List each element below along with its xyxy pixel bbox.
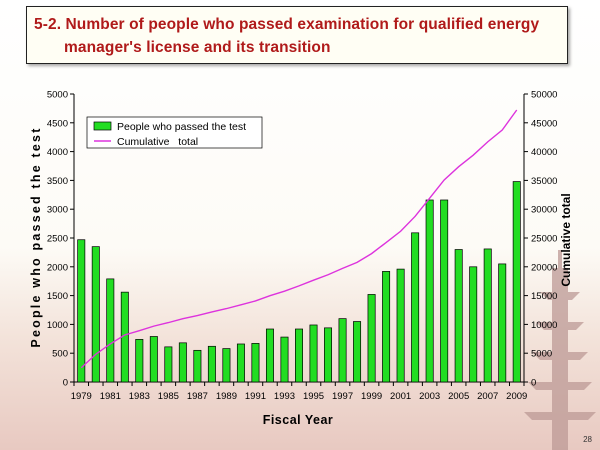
x-tick-label: 1993 bbox=[274, 391, 295, 402]
y-tick-label: 0 bbox=[63, 378, 68, 389]
legend: People who passed the test Cumulative to… bbox=[86, 116, 263, 149]
bar-series bbox=[77, 181, 521, 383]
y-tick-label: 3000 bbox=[47, 205, 68, 216]
slide-title-line-1: 5-2. Number of people who passed examina… bbox=[34, 16, 540, 33]
y2-tick-label: 50000 bbox=[531, 90, 557, 101]
bar bbox=[382, 271, 391, 383]
x-tick-label: 1997 bbox=[332, 391, 353, 402]
x-tick-label: 1989 bbox=[216, 391, 237, 402]
y2-tick-label: 10000 bbox=[531, 320, 557, 331]
y-axis-title: People who passed the test bbox=[29, 126, 43, 347]
x-tick-label: 1981 bbox=[100, 391, 121, 402]
bar bbox=[512, 181, 521, 383]
x-axis-title: Fiscal Year bbox=[263, 413, 334, 427]
x-tick-label: 2007 bbox=[477, 391, 498, 402]
bar bbox=[338, 318, 347, 383]
y-tick-label: 3500 bbox=[47, 176, 68, 187]
y-tick-label: 1000 bbox=[47, 320, 68, 331]
bar bbox=[396, 268, 405, 383]
y-tick-label: 4500 bbox=[47, 118, 68, 129]
x-tick-label: 2009 bbox=[506, 391, 527, 402]
line-series bbox=[80, 109, 518, 369]
y-tick-label: 2000 bbox=[47, 262, 68, 273]
x-tick-label: 1999 bbox=[361, 391, 382, 402]
bar bbox=[440, 199, 449, 383]
x-tick-label: 2001 bbox=[390, 391, 411, 402]
y2-tick-label: 0 bbox=[531, 378, 536, 389]
y-tick-label: 2500 bbox=[47, 234, 68, 245]
x-tick-label: 1983 bbox=[129, 391, 150, 402]
x-tick-label: 2003 bbox=[419, 391, 440, 402]
legend-bar-swatch bbox=[93, 121, 112, 131]
x-tick-label: 1991 bbox=[245, 391, 266, 402]
y-tick-label: 4000 bbox=[47, 147, 68, 158]
bar bbox=[193, 349, 202, 383]
pagoda-silhouette bbox=[524, 250, 596, 450]
bar bbox=[77, 239, 86, 383]
bar bbox=[309, 324, 318, 383]
bar bbox=[222, 348, 231, 383]
bar bbox=[149, 336, 158, 383]
legend-label-cumulative: Cumulative total bbox=[117, 136, 198, 148]
cumulative-line bbox=[80, 109, 518, 369]
y2-axis-title: Cumulative total bbox=[559, 193, 573, 286]
y2-tick-label: 35000 bbox=[531, 176, 557, 187]
x-tick-label: 1979 bbox=[71, 391, 92, 402]
bar bbox=[178, 342, 187, 383]
bar bbox=[425, 199, 434, 383]
bar bbox=[469, 266, 478, 383]
bar bbox=[106, 278, 115, 383]
y-tick-label: 5000 bbox=[47, 90, 68, 101]
bar bbox=[483, 248, 492, 383]
bar bbox=[498, 263, 507, 383]
y2-tick-label: 45000 bbox=[531, 118, 557, 129]
y2-tick-label: 40000 bbox=[531, 147, 557, 158]
y-tick-label: 1500 bbox=[47, 291, 68, 302]
bar bbox=[265, 328, 274, 383]
y2-tick-label: 15000 bbox=[531, 291, 557, 302]
y2-tick-label: 20000 bbox=[531, 262, 557, 273]
bar bbox=[454, 249, 463, 383]
tick-labels: 0 500 1000 1500 2000 2500 3000 3500 4000 4500 5000… bbox=[47, 90, 558, 403]
bar bbox=[411, 232, 420, 383]
legend-label-passers: People who passed the test bbox=[117, 121, 246, 133]
bar bbox=[91, 246, 100, 383]
bar bbox=[251, 343, 260, 383]
bar bbox=[164, 346, 173, 383]
bar bbox=[135, 339, 144, 383]
bar bbox=[280, 336, 289, 383]
y2-tick-label: 25000 bbox=[531, 234, 557, 245]
y-tick-label: 500 bbox=[52, 349, 68, 360]
x-tick-label: 1987 bbox=[187, 391, 208, 402]
bar bbox=[324, 327, 333, 383]
page-number: 28 bbox=[583, 435, 592, 444]
y2-tick-label: 30000 bbox=[531, 205, 557, 216]
slide-title-line-2: manager's license and its transition bbox=[64, 39, 331, 56]
x-tick-label: 1995 bbox=[303, 391, 324, 402]
x-tick-label: 2005 bbox=[448, 391, 469, 402]
bar bbox=[295, 328, 303, 383]
x-tick-label: 1985 bbox=[158, 391, 179, 402]
bar bbox=[367, 294, 376, 383]
slide-title-box: 5-2. Number of people who passed examina… bbox=[26, 6, 568, 64]
bar bbox=[236, 343, 245, 383]
bar bbox=[207, 345, 216, 383]
bar bbox=[353, 321, 362, 383]
y2-tick-label: 5000 bbox=[531, 349, 552, 360]
